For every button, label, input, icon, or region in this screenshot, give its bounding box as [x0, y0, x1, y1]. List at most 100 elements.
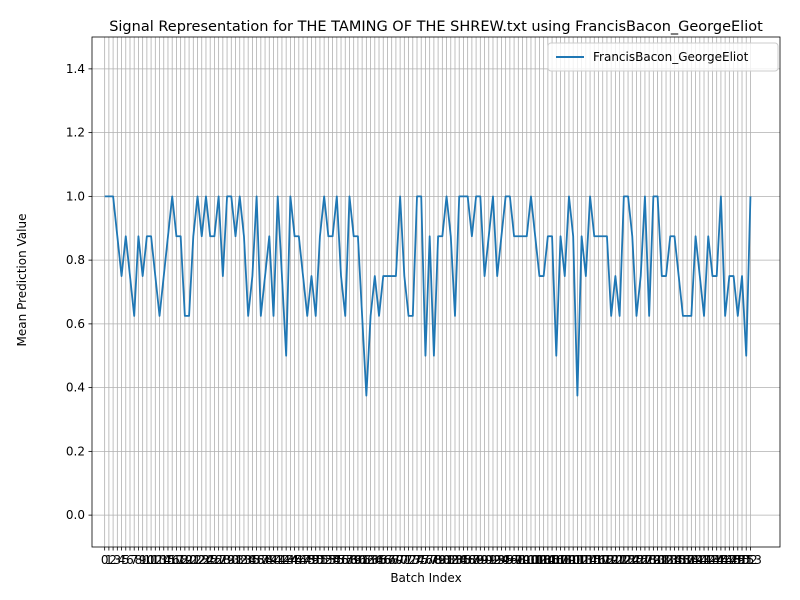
- y-tick-label: 0.8: [66, 253, 85, 267]
- y-tick-label: 0.2: [66, 444, 85, 458]
- x-tick-label: 69: [388, 553, 403, 567]
- x-tick-label: 6: [126, 553, 134, 567]
- x-tick-label: 85: [456, 553, 471, 567]
- x-tick-label: 43: [279, 553, 294, 567]
- x-tick-label: 56: [333, 553, 348, 567]
- x-tick-label: 129: [638, 553, 661, 567]
- x-tick-label: 125: [621, 553, 644, 567]
- x-tick-label: 82: [443, 553, 458, 567]
- x-tick-label: 113: [570, 553, 593, 567]
- x-tick-label: 60: [350, 553, 365, 567]
- x-tick-label: 90: [477, 553, 492, 567]
- x-tick-label: 151: [731, 553, 754, 567]
- x-tick-label: 102: [524, 553, 547, 567]
- series-layer: [104, 195, 752, 397]
- x-tick-label: 38: [257, 553, 272, 567]
- x-tick-label: 88: [468, 553, 483, 567]
- y-tick-label: 0.0: [66, 508, 85, 522]
- x-tick-label: 86: [460, 553, 475, 567]
- x-tick-label: 16: [165, 553, 180, 567]
- y-tick-label: 1.2: [66, 126, 85, 140]
- x-tick-label: 134: [659, 553, 682, 567]
- legend-entry-label: FrancisBacon_GeorgeEliot: [593, 50, 749, 64]
- x-tick-label: 42: [274, 553, 289, 567]
- x-tick-label: 78: [426, 553, 441, 567]
- x-tick-label: 94: [494, 553, 509, 567]
- x-tick-label: 127: [629, 553, 652, 567]
- x-tick-label: 12: [148, 553, 163, 567]
- x-tick-label: 110: [558, 553, 581, 567]
- x-tick-label: 25: [203, 553, 218, 567]
- x-tick-label: 23: [194, 553, 209, 567]
- x-tick-label: 68: [384, 553, 399, 567]
- x-tick-label: 26: [207, 553, 222, 567]
- vertical-gridlines: [104, 37, 751, 547]
- x-tick-label: 67: [380, 553, 395, 567]
- x-tick-label: 146: [709, 553, 732, 567]
- x-tick-label: 24: [198, 553, 213, 567]
- x-tick-label: 33: [236, 553, 251, 567]
- x-tick-label: 91: [481, 553, 496, 567]
- x-tick-label: 112: [566, 553, 589, 567]
- x-tick-label: 17: [169, 553, 184, 567]
- x-tick-label: 73: [405, 553, 420, 567]
- x-tick-label: 140: [684, 553, 707, 567]
- x-tick-label: 30: [224, 553, 239, 567]
- x-tick-label: 93: [490, 553, 505, 567]
- x-tick-label: 48: [300, 553, 315, 567]
- x-tick-label: 79: [430, 553, 445, 567]
- x-axis-label: Batch Index: [390, 571, 461, 585]
- y-tick-label: 1.4: [66, 62, 85, 76]
- x-tick-label: 141: [688, 553, 711, 567]
- x-tick-label: 103: [528, 553, 551, 567]
- x-tick-label: 49: [304, 553, 319, 567]
- x-tick-label: 59: [346, 553, 361, 567]
- x-tick-label: 62: [359, 553, 374, 567]
- x-tick-label: 27: [211, 553, 226, 567]
- x-tick-label: 153: [739, 553, 762, 567]
- x-tick-label: 35: [245, 553, 260, 567]
- x-tick-label: 53: [321, 553, 336, 567]
- x-tick-label: 142: [693, 553, 716, 567]
- x-tick-label: 118: [591, 553, 614, 567]
- x-tick-label: 52: [317, 553, 332, 567]
- x-tick-label: 65: [371, 553, 386, 567]
- x-tick-label: 28: [215, 553, 230, 567]
- legend: FrancisBacon_GeorgeEliot: [547, 42, 779, 72]
- x-tick-label: 123: [612, 553, 635, 567]
- x-tick-label: 57: [338, 553, 353, 567]
- x-tick-label: 128: [633, 553, 656, 567]
- x-tick-label: 97: [506, 553, 521, 567]
- x-tick-label: 124: [617, 553, 640, 567]
- x-tick-label: 122: [608, 553, 631, 567]
- x-tick-label: 84: [452, 553, 467, 567]
- x-tick-label: 135: [663, 553, 686, 567]
- x-tick-label: 80: [435, 553, 450, 567]
- x-tick-label: 95: [498, 553, 513, 567]
- x-tick-label: 126: [625, 553, 648, 567]
- x-tick-label: 22: [190, 553, 205, 567]
- x-tick-label: 32: [232, 553, 247, 567]
- x-tick-label: 106: [541, 553, 564, 567]
- x-tick-label: 104: [532, 553, 555, 567]
- x-tick-label: 7: [130, 553, 138, 567]
- x-tick-label: 71: [397, 553, 412, 567]
- x-tick-label: 46: [291, 553, 306, 567]
- x-tick-label: 50: [308, 553, 323, 567]
- x-tick-label: 117: [587, 553, 610, 567]
- x-tick-label: 81: [439, 553, 454, 567]
- x-tick-label: 14: [156, 553, 171, 567]
- x-tick-label: 29: [219, 553, 234, 567]
- x-tick-label: 116: [583, 553, 606, 567]
- x-tick-label: 15: [160, 553, 175, 567]
- x-tick-label: 64: [367, 553, 382, 567]
- x-tick-label: 66: [376, 553, 391, 567]
- x-tick-label: 39: [262, 553, 277, 567]
- x-tick-label: 5: [122, 553, 130, 567]
- x-tick-label: 20: [181, 553, 196, 567]
- x-tick-label: 145: [705, 553, 728, 567]
- x-tick-label: 130: [642, 553, 665, 567]
- x-tick-label: 139: [680, 553, 703, 567]
- x-tick-label: 107: [545, 553, 568, 567]
